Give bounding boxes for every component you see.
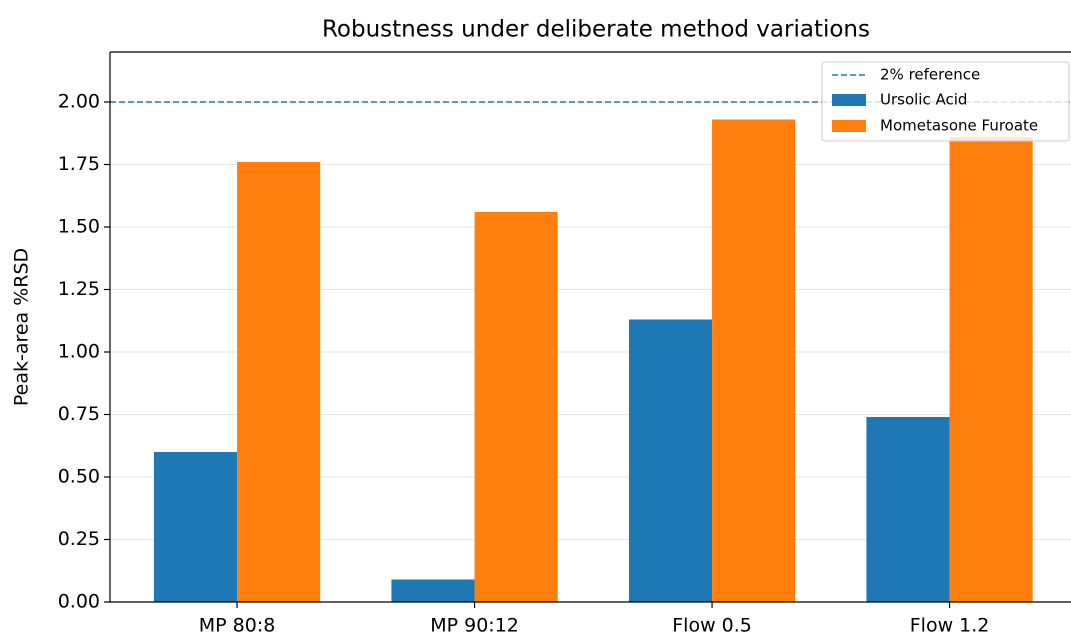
legend: 2% reference Ursolic Acid Mometasone Furoa…: [821, 61, 1070, 142]
y-tick-label: 0.75: [58, 403, 100, 425]
bar: [474, 212, 558, 602]
y-tick-label: 1.50: [58, 216, 100, 238]
y-tick-label: 0.25: [58, 528, 100, 550]
bar: [391, 579, 475, 602]
y-tick-label: 2.00: [58, 91, 100, 113]
legend-label: Mometasone Furoate: [880, 117, 1038, 135]
legend-swatch: [832, 94, 866, 106]
x-tick-label: Flow 1.2: [910, 615, 990, 637]
y-tick-label: 0.50: [58, 466, 100, 488]
bar: [628, 319, 713, 602]
legend-swatch: [832, 120, 866, 132]
x-tick-label: MP 80:8: [199, 615, 276, 637]
legend-box: [821, 61, 1070, 142]
legend-label: 2% reference: [880, 66, 980, 84]
legend-label: Ursolic Acid: [880, 91, 967, 109]
y-axis-label: Peak-area %RSD: [11, 248, 33, 406]
x-tick-label: MP 90:12: [430, 615, 519, 637]
bar: [712, 119, 796, 602]
y-tick-label: 0.00: [58, 591, 100, 613]
y-tick-label: 1.25: [58, 278, 100, 300]
x-tick-label: Flow 0.5: [672, 615, 752, 637]
chart-title: Robustness under deliberate method varia…: [322, 17, 870, 43]
bar: [237, 162, 321, 602]
bar: [153, 452, 238, 602]
y-tick-label: 1.75: [58, 153, 100, 175]
y-tick-label: 1.00: [58, 341, 100, 363]
bar: [949, 137, 1033, 602]
bar: [866, 417, 950, 602]
